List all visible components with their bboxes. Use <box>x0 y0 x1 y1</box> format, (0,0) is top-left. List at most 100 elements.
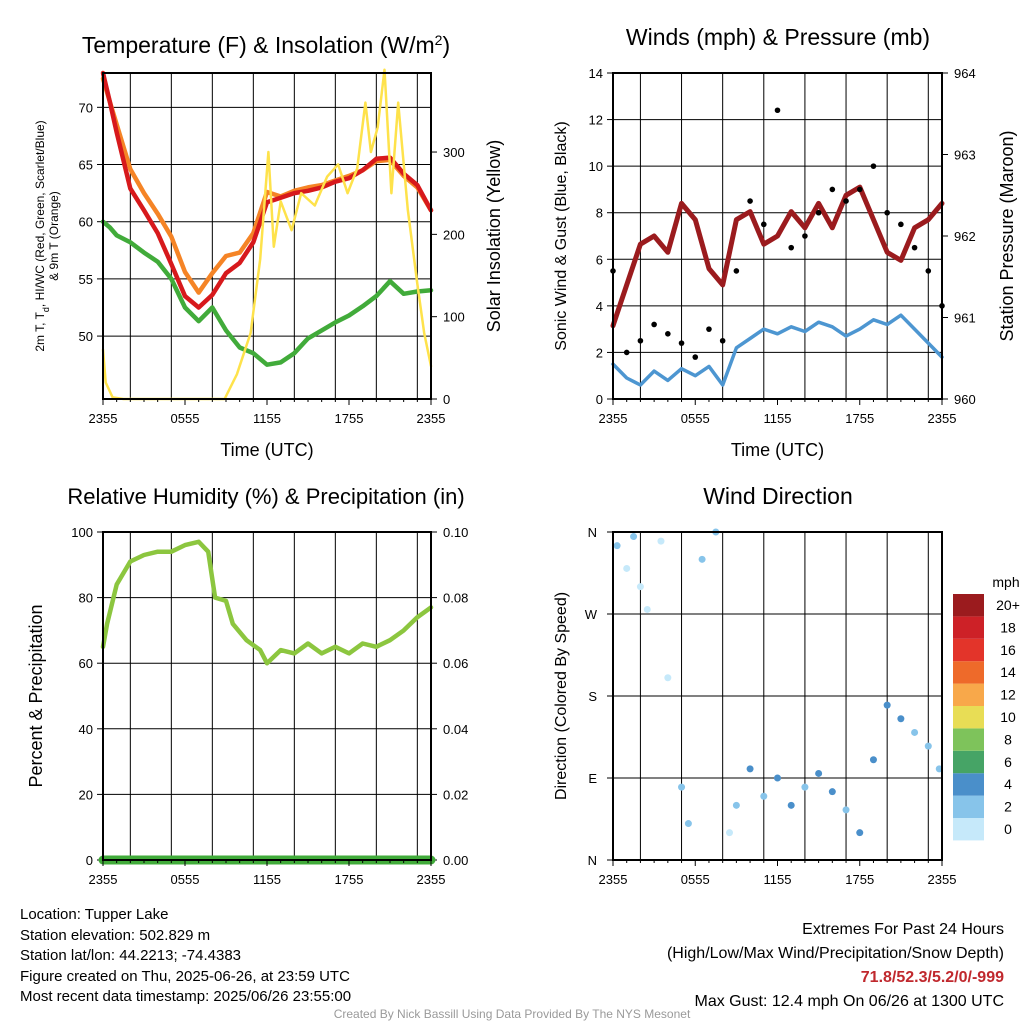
gust-point <box>623 349 630 356</box>
series-line-2 <box>100 219 434 367</box>
direction-point <box>828 788 836 796</box>
extremes-subtitle: (High/Low/Max Wind/Precipitation/Snow De… <box>666 945 1004 962</box>
chart-title: Wind Direction <box>703 483 853 509</box>
plot-frame <box>102 72 432 400</box>
y-axis-label: 2m T, Td, HI/WC (Red, Green, Scarlet/Blu… <box>33 120 61 351</box>
legend-label: 0 <box>1004 821 1012 837</box>
x-tick-label: 2355 <box>928 872 957 887</box>
legend-swatch <box>953 594 984 617</box>
y2-tick-label: 0.04 <box>443 722 468 737</box>
wind-line <box>611 313 944 387</box>
x-tick-label: 1155 <box>764 411 792 426</box>
wind-panel: 0 2 4 6 8 10 12 14 960 961 962 963 964 2355 0555 1155 17… <box>553 24 1017 460</box>
y-axis-label: Direction (Colored By Speed) <box>553 592 570 800</box>
direction-point <box>774 774 781 782</box>
x-tick-label: 1755 <box>335 872 364 887</box>
legend-swatch <box>953 773 984 796</box>
info-location: Location: Tupper Lake <box>20 906 169 923</box>
direction-point <box>760 792 768 800</box>
gust-point <box>733 268 740 274</box>
x-tick-label: 0555 <box>681 411 710 426</box>
x-tick-label: 2355 <box>417 872 446 887</box>
gust-point <box>706 326 712 332</box>
y-tick-label: 60 <box>79 215 93 230</box>
y2-tick-label: 962 <box>954 229 976 244</box>
x-tick-label: 1755 <box>845 872 874 887</box>
y-axis-label: Percent & Precipitation <box>26 604 46 787</box>
y2-tick-label: 300 <box>443 145 465 160</box>
legend-swatch <box>953 683 984 706</box>
rh-panel: 0 20 40 60 80 100 0.00 0.02 0.04 0.06 0.08 0.10 2355… <box>26 484 468 887</box>
y-tick-label: 0 <box>86 853 93 868</box>
speed-legend: mph 0 2 4 6 8 10 12 14 16 18 20+ <box>953 574 1020 841</box>
y-axis-label: Sonic Wind & Gust (Blue, Black) <box>553 121 570 350</box>
y2-axis-label: Station Pressure (Maroon) <box>997 130 1017 341</box>
y-tick-label: 100 <box>71 525 93 540</box>
legend-label: 16 <box>1000 642 1016 658</box>
chart-title: Winds (mph) & Pressure (mb) <box>626 24 930 50</box>
y-tick-label: 50 <box>79 329 93 344</box>
legend-swatch <box>953 728 984 751</box>
gust-point <box>651 321 657 328</box>
legend-swatch <box>953 818 984 841</box>
legend-label: 14 <box>1000 664 1016 680</box>
legend-label: 8 <box>1004 731 1012 747</box>
direction-point <box>856 829 864 837</box>
gust-point <box>856 186 863 193</box>
direction-point <box>698 555 706 563</box>
legend-label: 4 <box>1004 776 1012 792</box>
pressure-line <box>610 184 945 329</box>
gust-point <box>774 107 781 114</box>
legend-swatch <box>953 750 984 774</box>
x-tick-label: 2355 <box>89 411 118 426</box>
plot-frame <box>102 531 432 861</box>
gust-point <box>760 221 767 228</box>
y-tick-label: 10 <box>589 159 603 174</box>
y2-tick-label: 100 <box>443 310 465 325</box>
direction-point <box>636 583 644 591</box>
y2-axis-label-text: Solar Insolation (Yellow) <box>484 140 504 332</box>
direction-point <box>630 533 638 541</box>
gust-point <box>747 198 753 204</box>
gust-point <box>815 209 822 216</box>
direction-point <box>726 829 734 837</box>
direction-point <box>911 728 919 736</box>
y2-tick-label: 963 <box>954 148 976 163</box>
y-axis-label-text: Percent & Precipitation <box>26 604 46 787</box>
x-tick-label: 1155 <box>253 872 281 887</box>
direction-point <box>897 715 905 723</box>
y2-tick-label: 960 <box>954 392 976 407</box>
gust-point <box>692 354 699 360</box>
y-tick-label: 60 <box>79 656 93 671</box>
gust-point <box>719 337 726 344</box>
x-axis-label: Time (UTC) <box>731 440 824 460</box>
gust-point <box>637 337 644 344</box>
legend-label: 20+ <box>996 597 1020 613</box>
credit-line: Created By Nick Bassill Using Data Provi… <box>333 1007 691 1021</box>
direction-point <box>787 801 795 809</box>
y2-tick-label: 0.06 <box>443 656 468 671</box>
direction-point <box>657 537 665 545</box>
x-tick-label: 1155 <box>764 872 792 887</box>
y-tick-label: 12 <box>589 113 603 128</box>
y-tick-label: 65 <box>79 158 93 173</box>
x-tick-label: 1155 <box>253 411 281 426</box>
x-tick-label: 1755 <box>335 411 364 426</box>
legend-label: 18 <box>1000 619 1016 635</box>
y2-tick-label: 964 <box>954 66 976 81</box>
y-tick-label: 14 <box>589 66 603 81</box>
y-tick-label: W <box>585 607 598 622</box>
x-tick-label: 0555 <box>171 411 200 426</box>
direction-point <box>924 742 932 750</box>
legend-swatch <box>953 795 984 818</box>
x-axis-label: Time (UTC) <box>220 440 313 460</box>
x-tick-label: 0555 <box>681 872 710 887</box>
y-tick-label: 4 <box>596 299 603 314</box>
direction-point <box>664 674 672 682</box>
extremes-values: 71.8/52.3/5.2/0/-999 <box>860 969 1004 986</box>
direction-point <box>746 765 754 773</box>
gust-point <box>802 233 808 239</box>
y2-tick-label: 0.00 <box>443 853 468 868</box>
gust-point <box>788 244 795 251</box>
